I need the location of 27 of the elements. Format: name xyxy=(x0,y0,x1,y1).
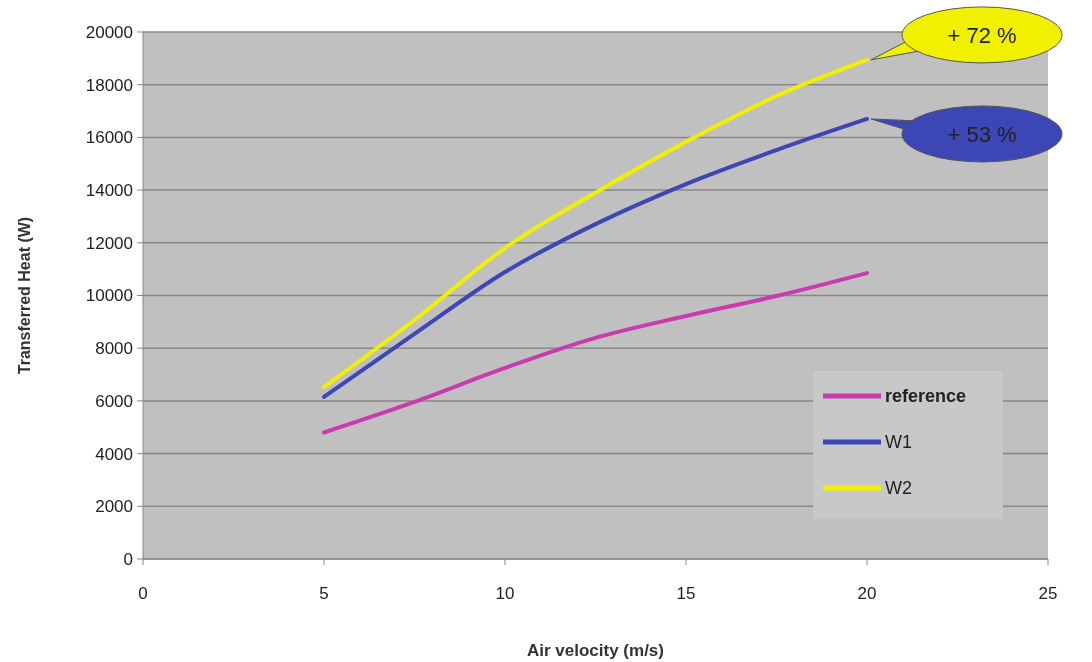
line-series xyxy=(322,116,869,399)
y-tick-label: 6000 xyxy=(95,391,133,411)
x-tick-label: 25 xyxy=(1038,584,1058,603)
y-tick-label: 10000 xyxy=(85,286,133,306)
y-tick-label: 14000 xyxy=(85,181,133,201)
legend-label: reference xyxy=(885,386,967,407)
x-tick-label: 0 xyxy=(138,584,148,603)
line-series xyxy=(322,57,869,389)
y-tick-label: 12000 xyxy=(85,233,133,253)
legend-label: W1 xyxy=(885,432,912,453)
y-tick-label: 18000 xyxy=(85,75,133,95)
annotation: + 72 % xyxy=(947,22,1017,48)
y-tick-label: 2000 xyxy=(95,497,133,517)
line-series xyxy=(322,271,869,435)
y-axis-title: Transferred Heat (W) xyxy=(16,216,33,375)
y-tick-label: 20000 xyxy=(85,22,133,42)
y-tick-label: 16000 xyxy=(85,128,133,148)
legend-label: W2 xyxy=(885,478,912,499)
x-tick-label: 5 xyxy=(319,584,329,603)
x-tick-label: 10 xyxy=(495,584,515,603)
y-tick-label: 8000 xyxy=(95,339,133,359)
annotation: + 53 % xyxy=(947,121,1017,147)
x-tick-label: 20 xyxy=(857,584,877,603)
y-tick-label: 0 xyxy=(123,549,133,569)
x-axis-title: Air velocity (m/s) xyxy=(527,641,664,660)
y-tick-label: 4000 xyxy=(95,444,133,464)
x-tick-label: 15 xyxy=(676,584,696,603)
